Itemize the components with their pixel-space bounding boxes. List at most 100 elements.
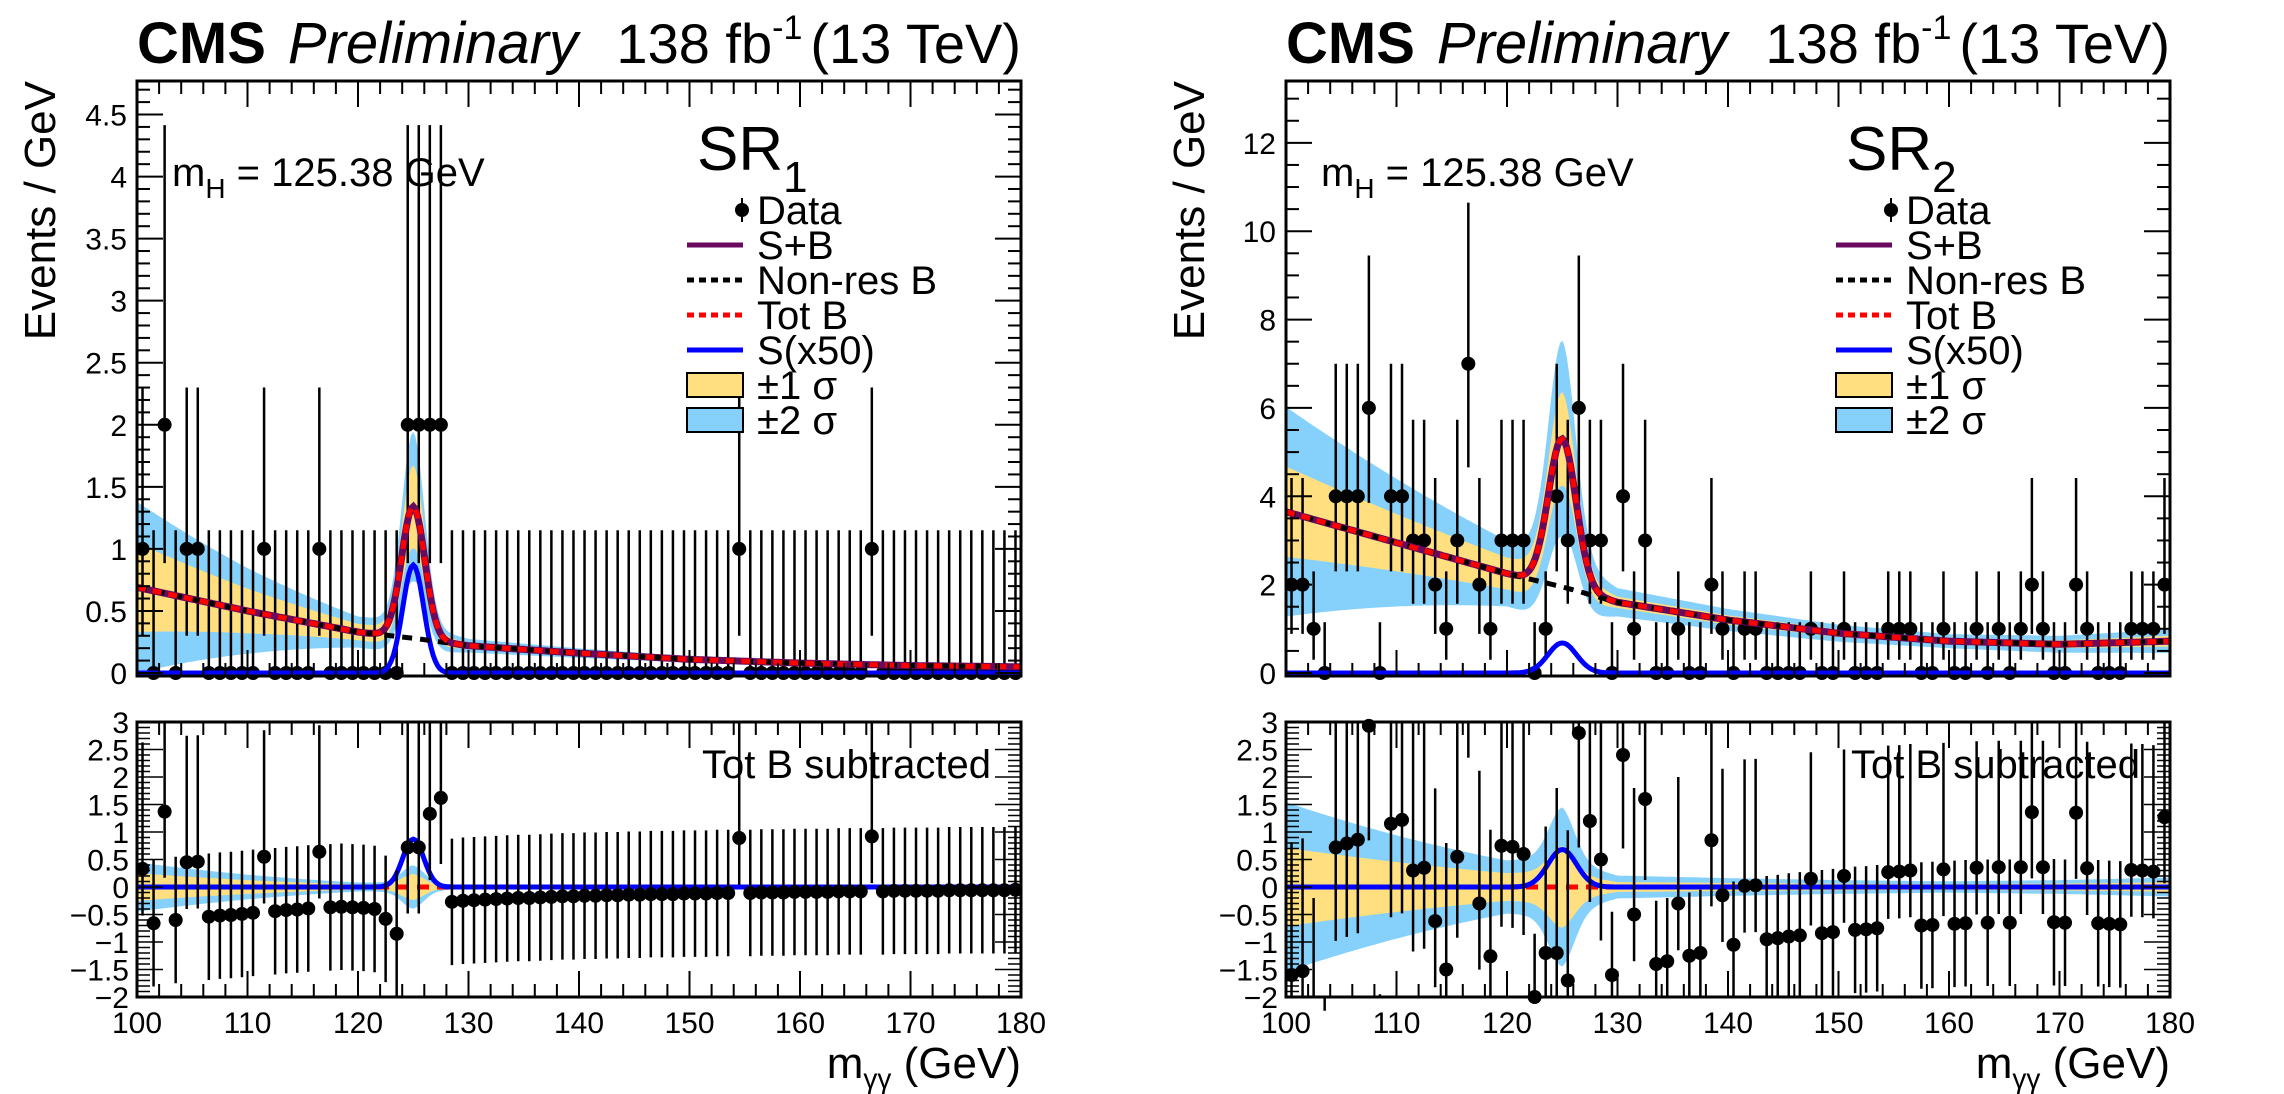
x-axis-title-m: m [827,1039,864,1088]
legend-item-totb: Tot B [1836,294,1997,338]
residual-y-tick-label: −2 [1244,982,1278,1015]
residual-point [1748,878,1763,893]
legend-item-data: Data [735,189,842,233]
figure-header: CMS Preliminary [137,11,581,76]
data-point [1715,621,1730,636]
residual-point [1604,968,1619,982]
residual-point [765,885,780,900]
residual-point [179,855,194,870]
legend-label-band2: ±2 σ [757,399,837,443]
residual-point [2046,915,2061,930]
residual-point [909,883,924,898]
data-point [864,541,879,556]
residual-point [566,889,581,904]
residual-point [1616,748,1631,762]
residual-signal-curve [1286,847,2170,890]
legend-label-totb: Tot B [1906,294,1997,338]
residual-y-tick-label: −1 [95,927,129,960]
residual-point [511,891,526,905]
legend-label-sig: S(x50) [757,329,875,373]
residual-y-tick-label: 2 [112,762,129,795]
residual-point [1516,847,1531,861]
y-tick-label: 1 [110,534,127,567]
residual-y-tick-label: −0.5 [1219,900,1278,933]
residual-point [2113,917,2128,932]
residual-point [1295,964,1310,979]
residual-point [212,908,227,923]
legend-item-sig: S(x50) [687,329,875,373]
band-2sigma [1286,340,2170,653]
data-point [433,417,448,432]
residual-point [190,854,205,869]
residual-point [1936,862,1951,877]
residual-point [688,886,703,901]
residual-y-tick-label: −1.5 [1219,955,1278,988]
x-tick-label: 100 [112,1007,162,1040]
y-tick-label: 6 [1259,393,1276,426]
figure-header: CMS Preliminary [1286,11,1730,76]
residual-point [433,790,448,805]
residual-point [268,904,283,919]
residual-point [489,892,504,907]
residual-point [853,884,868,899]
data-point [1306,621,1321,636]
y-tick-label: 2 [110,410,127,443]
data-point [2146,621,2161,636]
tot-b-curve [136,503,1021,670]
residual-panel: −2−1.5−1−0.500.511.522.53 100 110 120 130 140… [70,707,1046,1094]
residual-point [2035,860,2050,875]
data-point [1450,533,1465,548]
data-point [400,417,415,432]
residual-point [201,909,216,924]
legend-label-data: Data [757,189,842,233]
y-tick-label: 10 [1243,216,1276,249]
legend-item-nonres: Non-res B [687,259,937,303]
residual-point [223,908,238,923]
residual-point [1660,954,1675,969]
legend-label-sb: S+B [1906,224,1983,268]
x-tick-label: 150 [664,1007,714,1040]
residual-point [411,840,426,855]
residual-point [864,829,879,844]
legend-item-band2: ±2 σ [686,399,837,443]
residual-point [522,891,537,905]
legend-label-nonres: Non-res B [757,259,937,303]
data-point [1538,621,1553,636]
x-tick-label: 130 [443,1007,493,1040]
data-point [2124,621,2139,636]
residual-point [920,883,935,898]
annotation-rest: = 125.38 GeV [226,151,485,195]
residual-point [732,831,747,846]
legend-swatch-band1 [1835,372,1893,398]
data-point [1991,621,2006,636]
residual-y-tick-label: 0.5 [87,845,129,878]
y-tick-label: 2 [1259,570,1276,603]
data-point [1361,400,1376,415]
mass-annotation: mH = 125.38 GeV [172,151,485,204]
residual-point [422,806,437,821]
energy-label: (13 TeV) [810,12,1021,75]
residual-point [1870,921,1885,936]
residual-point [544,889,559,904]
region-name: SR [697,115,783,184]
y-tick-label: 2.5 [85,348,127,381]
x-tick-label: 110 [224,1007,272,1040]
residual-point [1571,726,1586,740]
residual-point [157,804,172,819]
residual-y-tick-label: 3 [112,707,129,740]
legend-swatch-band2 [1835,407,1893,433]
residual-point [2069,805,2084,820]
data-point [2080,621,2095,636]
lumi-exponent: -1 [772,9,802,47]
data-point [1892,621,1907,636]
residual-y-tick-label: −1.5 [70,955,129,988]
data-point [157,417,172,432]
residual-point [1450,849,1465,864]
data-point [1616,489,1631,504]
residual-point [1671,896,1686,911]
residual-point [931,883,946,898]
residual-point [1881,865,1896,880]
residual-point [356,900,371,915]
